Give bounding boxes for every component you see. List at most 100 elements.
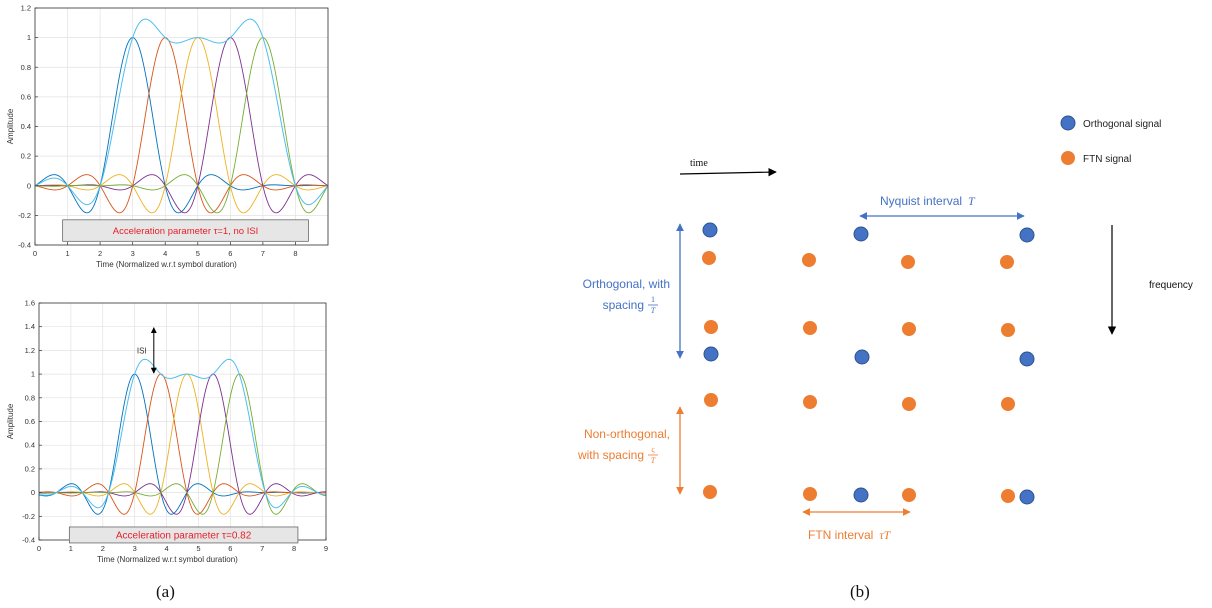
nyquist-label: Nyquist interval T [880,194,976,208]
x-tick-label: 3 [131,249,135,258]
x-tick-label: 9 [324,544,328,553]
pulse-curve [34,37,329,214]
orthogonal-dot [702,222,718,238]
fraction-zeta-numerator: ς [651,445,655,454]
ftn-diagram: Orthogonal signal FTN signal time freque… [577,115,1193,542]
ftn-dot [1001,323,1015,337]
ftn-dot [901,255,915,269]
panel-label-b: (b) [850,582,870,601]
ftn-dot [1001,489,1015,503]
x-tick-label: 4 [163,249,167,258]
orthogonal-dot [1019,227,1035,243]
frequency-label: frequency [1149,280,1193,291]
fraction-one-denominator: T [651,306,656,315]
y-tick-label: 1.2 [21,4,31,13]
ftn-dot [1001,397,1015,411]
plot-bottom: 0 1 2 3 4 5 6 7 8 9 -0.4 -0.2 0 0.2 0.4 0.6 0.8 1 1.2 1.4 1.… [6,299,328,565]
x-tick-label: 5 [196,544,200,553]
x-tick-label: 2 [101,544,105,553]
legend-ftn-label: FTN signal [1083,154,1131,165]
x-tick-label: 6 [228,249,232,258]
y-tick-label: 1.2 [25,346,35,355]
legend-ftn-marker [1061,151,1075,165]
plot-top: 0 1 2 3 4 5 6 7 8 -0.4 -0.2 0 0.2 0.4 0.6 0.8 1 1.2 Time (… [6,4,329,269]
orthogonal-dot [853,487,869,503]
y-tick-label: 1 [31,370,35,379]
x-tick-label: 0 [33,249,37,258]
isi-label: ISI [137,346,147,355]
y-tick-label: -0.2 [18,211,31,220]
fraction-one-numerator: 1 [651,295,655,304]
ftn-dot [902,322,916,336]
x-tick-label: 0 [37,544,41,553]
orthogonal-dot [1019,351,1035,367]
x-tick-label: 2 [98,249,102,258]
annotation-text: Acceleration parameter τ=0.82 [116,530,252,541]
legend-orthogonal-marker [1060,115,1076,131]
x-tick-label: 6 [228,544,232,553]
y-tick-label: 0.8 [25,393,35,402]
ftn-dot [802,253,816,267]
ftn-dot [902,397,916,411]
y-tick-label: 0.4 [21,122,31,131]
ftn-dot [1000,255,1014,269]
x-tick-label: 8 [292,544,296,553]
ftn-dot [704,320,718,334]
time-label: time [690,158,708,169]
annotation-box [68,526,299,544]
y-tick-label: 1 [27,33,31,42]
panel-label-a: (a) [156,582,175,601]
x-tick-label: 8 [293,249,297,258]
ftn-dot [702,251,716,265]
pulse-curve [38,373,327,515]
x-tick-label: 3 [133,544,137,553]
y-tick-label: 0 [27,181,31,190]
x-tick-label: 7 [260,544,264,553]
sum-curve [34,18,329,206]
ftn-dot [703,485,717,499]
annotation-text: Acceleration parameter τ=1, no ISI [113,226,259,237]
y-tick-label: -0.2 [22,512,35,521]
sum-curve [38,358,327,509]
ftn-interval-label: FTN interval τT [808,528,892,542]
orthogonal-label-line1: Orthogonal, with [583,277,670,291]
fraction-zeta-denominator: T [651,456,656,465]
x-tick-label: 5 [196,249,200,258]
time-arrow [679,167,777,177]
y-tick-label: 0 [31,488,35,497]
orthogonal-dot [854,349,870,365]
y-axis-label: Amplitude [6,403,15,439]
orthogonal-dot [853,226,869,242]
y-tick-label: 1.4 [25,322,35,331]
pulse-curve [35,37,329,214]
y-tick-label: 0.2 [25,464,35,473]
orthogonal-dot [703,346,719,362]
orthogonal-label-line2: spacing [603,298,644,312]
pulse-curve [38,373,327,515]
x-tick-label: 7 [261,249,265,258]
y-tick-label: -0.4 [18,241,31,250]
pulse-curve [38,373,327,515]
y-tick-label: 0.6 [21,92,31,101]
ftn-dot [803,395,817,409]
y-tick-label: 0.8 [21,63,31,72]
x-tick-label: 1 [65,249,69,258]
legend-orthogonal-label: Orthogonal signal [1083,119,1161,130]
x-tick-label: 1 [69,544,73,553]
x-tick-label: 4 [164,544,168,553]
y-tick-label: 0.6 [25,417,35,426]
x-axis-label: Time (Normalized w.r.t symbol duration) [97,555,238,564]
nonorthogonal-label-line2: with spacing [577,448,644,462]
y-tick-label: 0.4 [25,441,35,450]
orthogonal-dot [1019,489,1035,505]
nonorthogonal-label-line1: Non-orthogonal, [584,427,670,441]
ftn-dot [704,393,718,407]
x-axis-label: Time (Normalized w.r.t symbol duration) [96,260,237,269]
annotation-box [62,219,309,242]
ftn-dot [803,487,817,501]
y-axis-label: Amplitude [6,108,15,144]
y-tick-label: -0.4 [22,536,35,545]
ftn-dot [902,488,916,502]
y-tick-label: 1.6 [25,299,35,308]
